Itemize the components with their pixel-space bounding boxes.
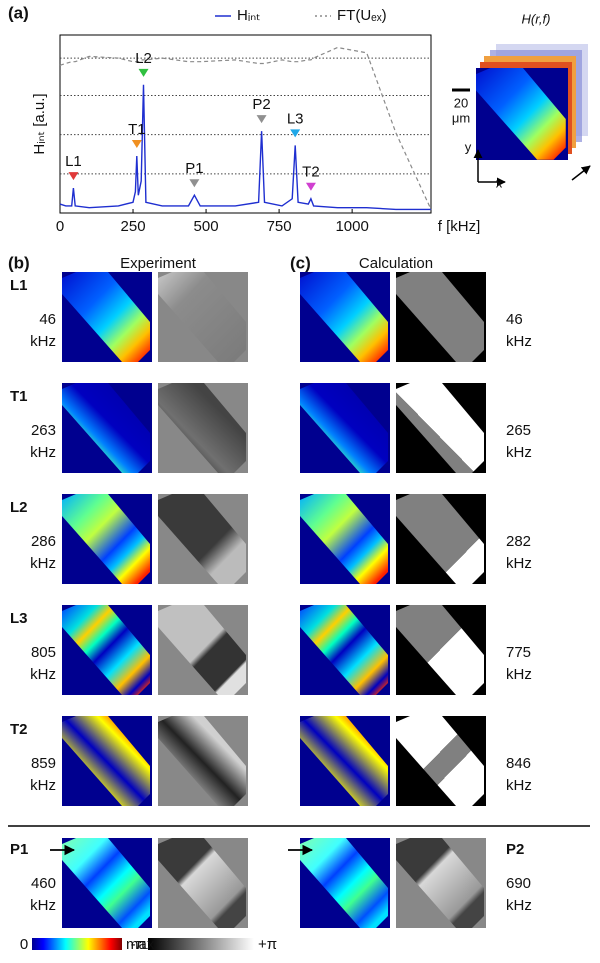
mode-image <box>396 494 486 584</box>
mode-label: L1 <box>10 277 28 294</box>
mode-image <box>158 272 248 362</box>
series-line <box>60 85 431 210</box>
mode-image <box>300 383 390 473</box>
inset-x-axis: x <box>496 175 503 190</box>
colorbar-label: -π <box>131 936 146 953</box>
mode-image <box>396 605 486 695</box>
inset-stack <box>452 44 590 182</box>
series-line <box>60 48 431 210</box>
mode-image <box>300 494 390 584</box>
peak-marker <box>189 179 199 187</box>
colorbar-label: 0 <box>20 936 28 953</box>
peak-marker <box>257 115 267 123</box>
panel-label: (b) <box>8 253 30 272</box>
mode-image <box>62 272 152 362</box>
frequency: 690 <box>506 875 531 892</box>
frequency-unit: kHz <box>506 555 532 572</box>
mode-image <box>300 838 390 928</box>
panel-title: Calculation <box>359 255 433 272</box>
peak-label: L3 <box>287 110 304 127</box>
frequency: 265 <box>506 422 531 439</box>
frequency-unit: kHz <box>30 777 56 794</box>
frequency: 46 <box>39 311 56 328</box>
mode-image <box>62 716 152 806</box>
mode-image <box>62 383 152 473</box>
panel-label: (c) <box>290 253 311 272</box>
frequency-unit: kHz <box>506 333 532 350</box>
frequency: 460 <box>31 875 56 892</box>
scale-value: 20 <box>454 95 468 110</box>
frequency-unit: kHz <box>506 444 532 461</box>
frequency: 846 <box>506 755 531 772</box>
x-tick-label: 0 <box>56 218 64 235</box>
frequency-unit: kHz <box>30 444 56 461</box>
frequency-unit: kHz <box>506 897 532 914</box>
mode-image <box>158 383 248 473</box>
frequency-unit: kHz <box>506 777 532 794</box>
mode-image <box>300 272 390 362</box>
mode-label: P2 <box>506 841 524 858</box>
x-tick-label: 500 <box>194 218 219 235</box>
mode-image <box>62 494 152 584</box>
mode-image <box>300 716 390 806</box>
legend-label: Hᵢₙₜ <box>237 7 261 24</box>
x-tick-label: 250 <box>121 218 146 235</box>
peak-label: T2 <box>302 164 320 181</box>
inset-y-axis: y <box>465 139 472 154</box>
mode-image <box>300 605 390 695</box>
mode-image <box>158 716 248 806</box>
plot-frame <box>60 35 431 213</box>
peak-label: L2 <box>135 50 152 67</box>
legend-label: FT(Uₑₓ) <box>337 7 387 24</box>
x-tick-label: 750 <box>267 218 292 235</box>
scale-unit: μm <box>452 110 470 125</box>
mode-image <box>62 838 152 928</box>
inset-title: H(r,f) <box>522 11 551 26</box>
figure: H(r,f) 20 μm y x (b) Experiment (c) Calc… <box>0 0 600 963</box>
x-tick-label: 1000 <box>335 218 368 235</box>
frequency: 46 <box>506 311 523 328</box>
frequency-unit: kHz <box>30 555 56 572</box>
peak-marker <box>139 69 149 77</box>
colorbar-label: +π <box>258 936 277 953</box>
mode-image <box>158 494 248 584</box>
mode-image <box>158 605 248 695</box>
y-axis-label: Hᵢₙₜ [a.u.] <box>31 93 48 154</box>
mode-image <box>158 838 248 928</box>
peak-label: P1 <box>185 160 203 177</box>
frequency-unit: kHz <box>30 666 56 683</box>
mode-image <box>396 716 486 806</box>
peak-label: T1 <box>128 121 146 138</box>
peak-marker <box>68 172 78 180</box>
mode-image <box>62 605 152 695</box>
mode-label: P1 <box>10 841 28 858</box>
frequency-unit: kHz <box>30 897 56 914</box>
mode-label: L3 <box>10 610 28 627</box>
peak-marker <box>132 140 142 148</box>
peak-label: L1 <box>65 153 82 170</box>
mode-label: L2 <box>10 499 28 516</box>
mode-image <box>396 838 486 928</box>
mode-label: T2 <box>10 721 28 738</box>
mode-image <box>396 272 486 362</box>
frequency-unit: kHz <box>506 666 532 683</box>
panel-label: (a) <box>8 3 29 22</box>
x-axis-label: f [kHz] <box>438 218 481 235</box>
frequency-unit: kHz <box>30 333 56 350</box>
frequency: 859 <box>31 755 56 772</box>
peak-marker <box>306 183 316 191</box>
mode-image <box>396 383 486 473</box>
frequency: 282 <box>506 533 531 550</box>
frequency: 286 <box>31 533 56 550</box>
panel-title: Experiment <box>120 255 197 272</box>
frequency: 805 <box>31 644 56 661</box>
frequency: 263 <box>31 422 56 439</box>
peak-label: P2 <box>252 96 270 113</box>
peak-marker <box>290 129 300 137</box>
mode-label: T1 <box>10 388 28 405</box>
frequency: 775 <box>506 644 531 661</box>
